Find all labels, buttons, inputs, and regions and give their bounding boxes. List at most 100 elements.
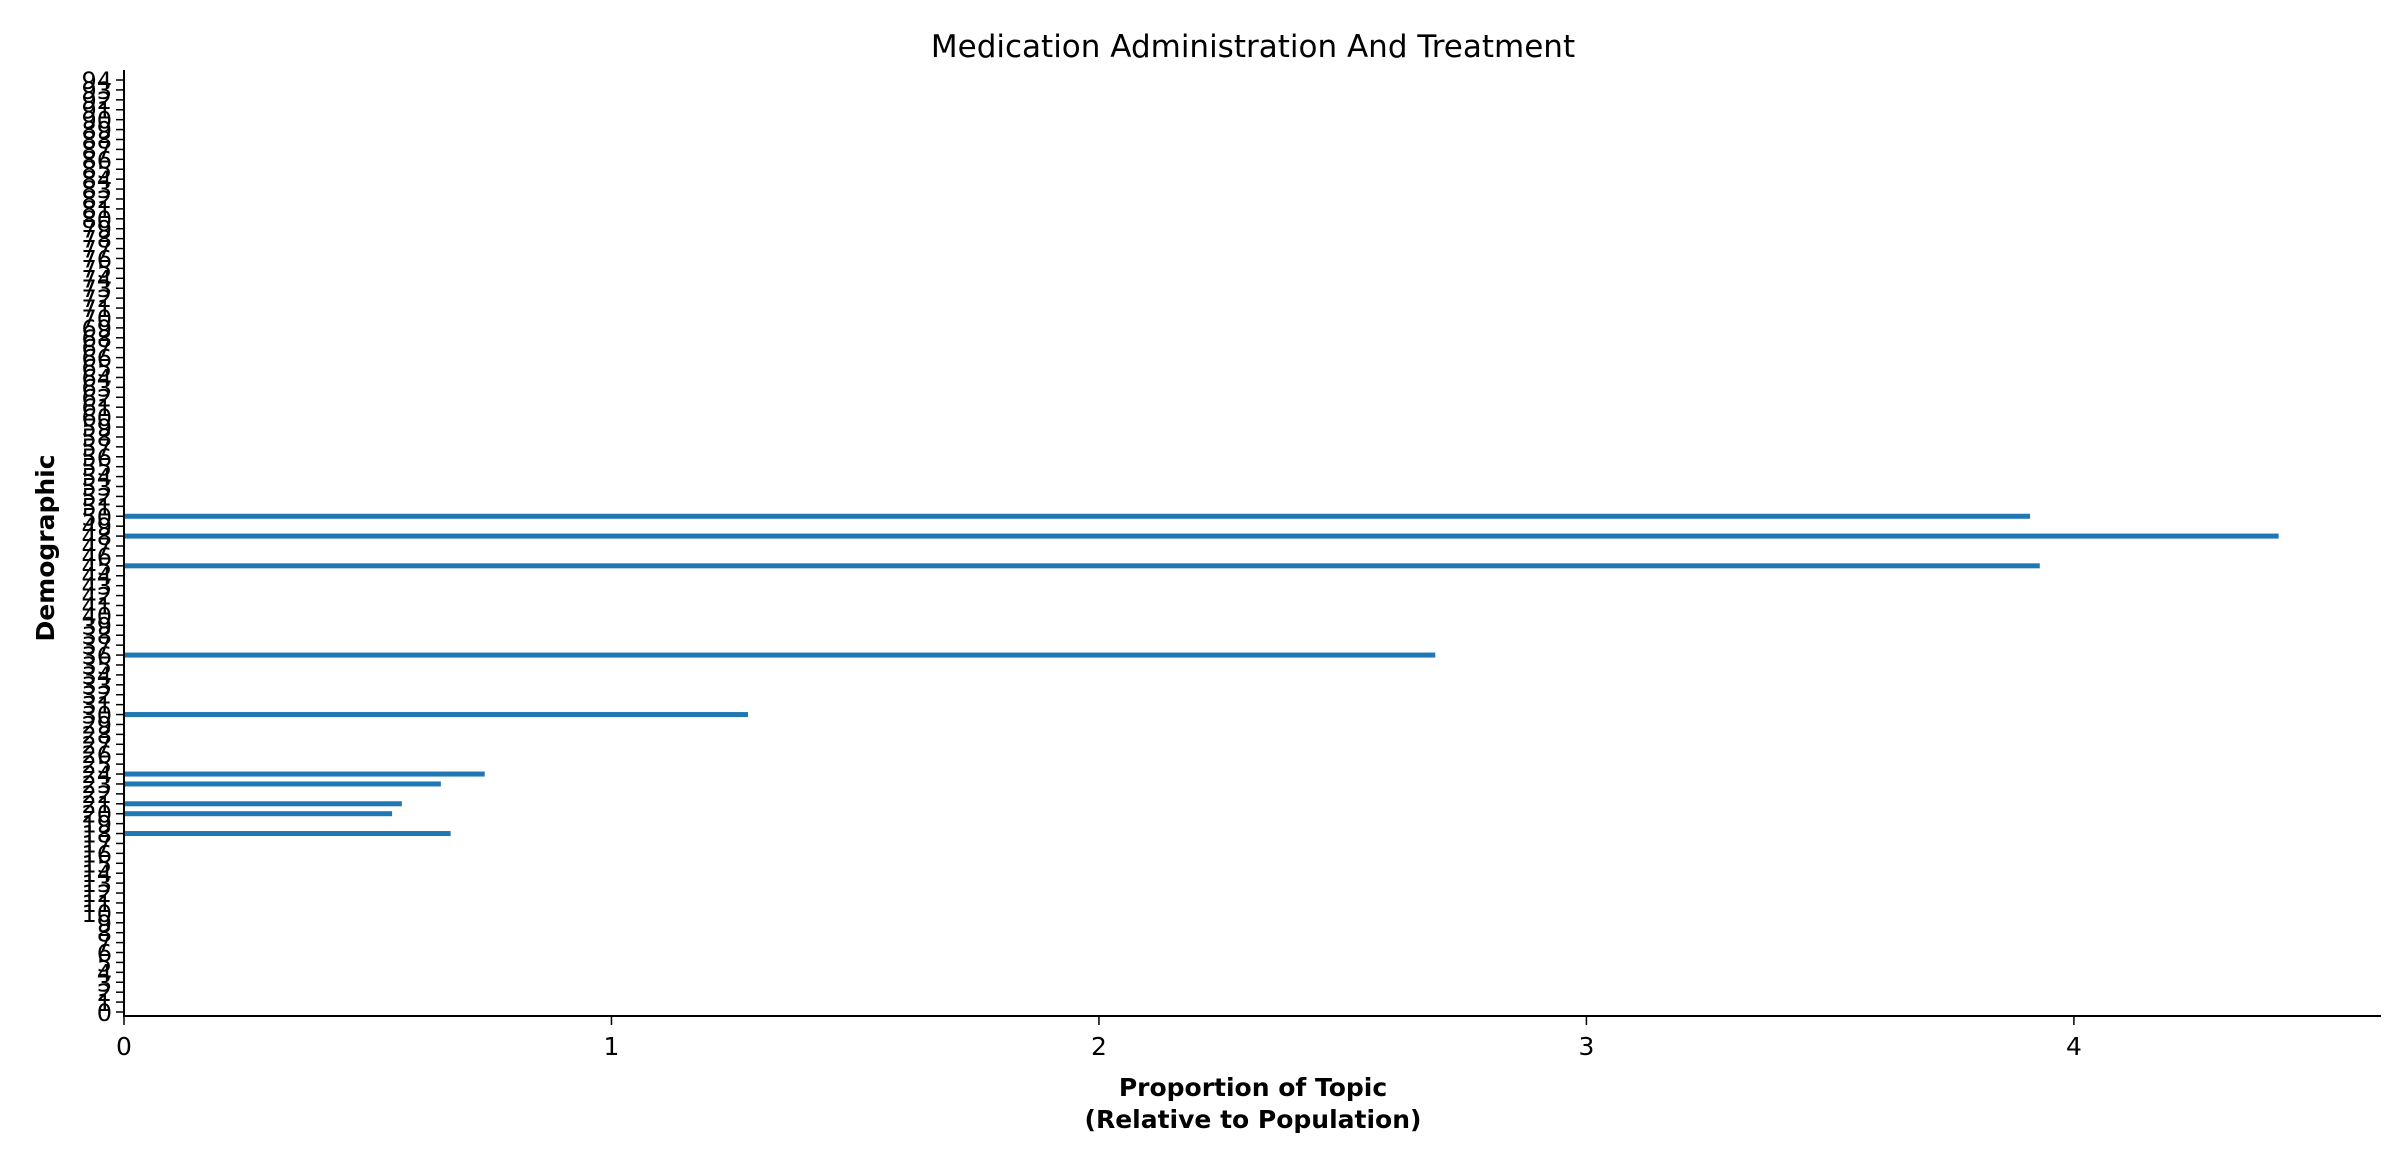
y-tick-label: 17 <box>81 830 112 858</box>
y-tick-label: 68 <box>81 325 112 353</box>
y-tick-label: 44 <box>81 563 112 591</box>
y-tick-label: 26 <box>81 741 112 769</box>
y-tick-label: 55 <box>81 454 112 482</box>
bar-24 <box>124 771 485 777</box>
y-tick-label: 85 <box>81 156 112 184</box>
y-tick-label: 73 <box>81 275 112 303</box>
y-tick-label: 33 <box>81 672 112 700</box>
y-tick-label: 5 <box>97 949 112 977</box>
y-tick-label: 86 <box>81 146 112 174</box>
y-tick-label: 92 <box>81 87 112 115</box>
y-tick-label: 21 <box>81 791 112 819</box>
y-tick-label: 70 <box>81 305 112 333</box>
y-tick-label: 27 <box>81 731 112 759</box>
y-tick-label: 25 <box>81 751 112 779</box>
y-tick-label: 78 <box>81 226 112 254</box>
y-ticks-group: 0123456789101112131415161718192021222324… <box>81 67 124 1027</box>
y-tick-label: 15 <box>81 850 112 878</box>
y-tick-label: 64 <box>81 364 112 392</box>
y-tick-label: 87 <box>81 136 112 164</box>
bar-36 <box>124 652 1436 658</box>
bar-30 <box>124 712 748 718</box>
y-tick-label: 80 <box>81 206 112 234</box>
y-tick-label: 14 <box>81 860 112 888</box>
y-tick-label: 60 <box>81 404 112 432</box>
bar-18 <box>124 831 451 837</box>
y-tick-label: 93 <box>81 77 112 105</box>
y-tick-label: 1 <box>97 989 112 1017</box>
y-tick-label: 54 <box>81 464 112 492</box>
chart-title: Medication Administration And Treatment <box>931 29 1575 65</box>
y-tick-label: 48 <box>81 523 112 551</box>
bar-50 <box>124 513 2031 519</box>
x-ticks-group: 0 1 2 3 4 <box>116 1016 2082 1061</box>
y-tick-label: 31 <box>81 692 112 720</box>
bar-21 <box>124 801 402 807</box>
y-tick-label: 36 <box>81 642 112 670</box>
y-tick-label: 57 <box>81 434 112 462</box>
y-tick-label: 49 <box>81 513 112 541</box>
y-tick-label: 32 <box>81 682 112 710</box>
x-tick-label: 2 <box>1091 1032 1107 1061</box>
y-tick-label: 3 <box>97 969 112 997</box>
y-tick-label: 94 <box>81 67 112 95</box>
y-tick-label: 41 <box>81 592 112 620</box>
y-tick-label: 42 <box>81 583 112 611</box>
y-tick-label: 53 <box>81 474 112 502</box>
y-tick-label: 76 <box>81 245 112 273</box>
y-tick-label: 34 <box>81 662 112 690</box>
y-tick-label: 63 <box>81 374 112 402</box>
y-tick-label: 59 <box>81 414 112 442</box>
y-axis-label: Demographic <box>31 454 60 641</box>
x-tick-label: 4 <box>2066 1032 2082 1061</box>
x-tick-label: 1 <box>604 1032 620 1061</box>
y-tick-label: 43 <box>81 573 112 601</box>
y-tick-label: 79 <box>81 216 112 244</box>
y-tick-label: 8 <box>97 920 112 948</box>
y-tick-label: 89 <box>81 117 112 145</box>
y-tick-label: 50 <box>81 503 112 531</box>
y-tick-label: 46 <box>81 543 112 571</box>
y-tick-label: 10 <box>81 900 112 928</box>
y-tick-label: 65 <box>81 355 112 383</box>
y-tick-label: 84 <box>81 166 112 194</box>
y-tick-label: 22 <box>81 781 112 809</box>
y-tick-label: 28 <box>81 721 112 749</box>
y-tick-label: 51 <box>81 493 112 521</box>
x-tick-label: 0 <box>116 1032 132 1061</box>
bar-20 <box>124 811 393 817</box>
y-tick-label: 61 <box>81 394 112 422</box>
y-tick-label: 74 <box>81 265 112 293</box>
y-tick-label: 75 <box>81 255 112 283</box>
y-tick-label: 12 <box>81 880 112 908</box>
y-tick-label: 58 <box>81 424 112 452</box>
y-tick-label: 24 <box>81 761 112 789</box>
y-tick-label: 40 <box>81 602 112 630</box>
y-tick-label: 9 <box>97 910 112 938</box>
y-tick-label: 83 <box>81 176 112 204</box>
y-tick-label: 20 <box>81 801 112 829</box>
y-tick-label: 4 <box>97 959 112 987</box>
bar-48 <box>124 533 2279 539</box>
y-tick-label: 16 <box>81 840 112 868</box>
y-tick-label: 56 <box>81 444 112 472</box>
bar-23 <box>124 781 441 787</box>
y-tick-label: 13 <box>81 870 112 898</box>
y-tick-label: 45 <box>81 553 112 581</box>
y-tick-label: 67 <box>81 335 112 363</box>
y-tick-label: 69 <box>81 315 112 343</box>
y-tick-label: 7 <box>97 930 112 958</box>
y-tick-label: 47 <box>81 533 112 561</box>
y-tick-label: 71 <box>81 295 112 323</box>
y-tick-label: 62 <box>81 384 112 412</box>
y-tick-label: 77 <box>81 236 112 264</box>
y-tick-label: 11 <box>81 890 112 918</box>
y-tick-label: 90 <box>81 107 112 135</box>
y-tick-label: 30 <box>81 702 112 730</box>
y-tick-label: 38 <box>81 622 112 650</box>
y-tick-label: 2 <box>97 979 112 1007</box>
y-tick-label: 52 <box>81 483 112 511</box>
y-tick-label: 91 <box>81 97 112 125</box>
y-tick-label: 0 <box>97 999 112 1027</box>
